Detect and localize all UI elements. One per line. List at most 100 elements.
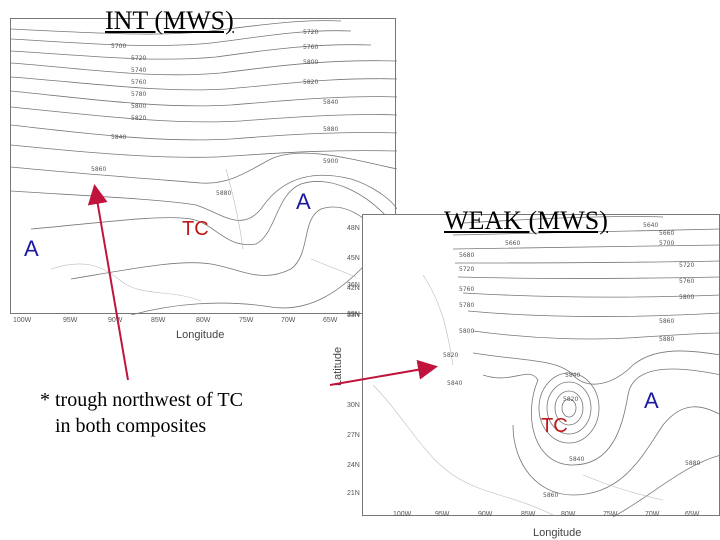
x-tick: 90W (478, 511, 493, 518)
contour-line (512, 406, 720, 496)
int-tc-marker: TC (182, 218, 209, 240)
annotation-line-1: * trough northwest of TC (40, 389, 243, 411)
svg-text:5880: 5880 (659, 336, 674, 343)
contour-line (11, 144, 397, 158)
x-tick: 75W (603, 511, 618, 518)
weak-y-axis-label: Latitude (332, 346, 344, 386)
x-tick: 85W (521, 511, 536, 518)
x-tick: 75W (239, 317, 254, 324)
contour-line (457, 276, 720, 279)
svg-text:5840: 5840 (323, 99, 338, 106)
x-tick: 80W (561, 511, 576, 518)
svg-text:5820: 5820 (131, 115, 146, 122)
svg-text:5900: 5900 (323, 158, 338, 165)
contour-line (11, 20, 342, 35)
x-tick: 95W (435, 511, 450, 518)
contour-line (11, 60, 397, 76)
weak-composite-map: 5660 5680 5720 5760 5780 5800 5820 5840 … (362, 214, 720, 518)
coastline (310, 258, 357, 278)
x-tick: 65W (685, 511, 700, 518)
int-contour-field: 5700 5720 5740 5760 5780 5800 5820 5840 … (11, 20, 397, 315)
annotation-note: * trough northwest of TC in both composi… (40, 387, 243, 439)
x-tick: 70W (281, 317, 296, 324)
contour-line (11, 90, 397, 107)
weak-anticyclone-marker: A (644, 388, 659, 413)
contour-line (561, 398, 577, 418)
annotation-line-2: in both composites (55, 415, 207, 437)
contour-line (472, 330, 720, 340)
x-tick: 100W (393, 511, 412, 518)
contour-line (482, 368, 720, 466)
contour-line (30, 181, 397, 246)
svg-text:5800: 5800 (303, 59, 318, 66)
contour-line (11, 174, 397, 221)
contour-line (11, 152, 397, 184)
contour-line (538, 372, 600, 444)
svg-text:5760: 5760 (131, 79, 146, 86)
svg-text:5760: 5760 (303, 44, 318, 51)
contour-line (472, 350, 720, 385)
y-tick: 48N (347, 225, 360, 232)
svg-text:5660: 5660 (659, 230, 674, 237)
svg-text:5860: 5860 (543, 492, 558, 499)
coastline (582, 474, 664, 501)
y-tick: 30N (347, 402, 360, 409)
svg-text:5680: 5680 (459, 252, 474, 259)
svg-text:5660: 5660 (505, 240, 520, 247)
svg-text:5640: 5640 (643, 222, 658, 229)
svg-text:5700: 5700 (111, 43, 126, 50)
svg-text:5840: 5840 (569, 456, 584, 463)
svg-text:5840: 5840 (565, 372, 580, 379)
int-x-axis-label: Longitude (176, 329, 225, 341)
contour-line (452, 228, 720, 236)
contour-line (546, 381, 592, 435)
contour-line (612, 454, 720, 517)
weak-contour-field: 5660 5680 5720 5760 5780 5800 5820 5840 … (372, 216, 720, 517)
svg-text:5880: 5880 (323, 126, 338, 133)
svg-text:5780: 5780 (459, 302, 474, 309)
x-tick: 80W (196, 317, 211, 324)
y-tick: 21N (347, 490, 360, 497)
svg-text:5780: 5780 (131, 91, 146, 98)
svg-text:5820: 5820 (303, 79, 318, 86)
svg-text:5760: 5760 (679, 278, 694, 285)
x-tick: 85W (151, 317, 166, 324)
contour-line (554, 390, 584, 426)
svg-text:5860: 5860 (91, 166, 106, 173)
contour-line (467, 310, 720, 318)
coastline (372, 384, 554, 516)
svg-text:5720: 5720 (679, 262, 694, 269)
svg-text:5880: 5880 (685, 460, 700, 467)
y-tick: 36N (347, 282, 360, 289)
contour-line (11, 76, 397, 91)
y-tick: 27N (347, 432, 360, 439)
contour-line (452, 244, 720, 250)
weak-x-axis-label: Longitude (533, 527, 582, 539)
int-composite-map: 5700 5720 5740 5760 5780 5800 5820 5840 … (10, 18, 397, 324)
svg-text:5760: 5760 (459, 286, 474, 293)
svg-text:5860: 5860 (659, 318, 674, 325)
svg-text:5820: 5820 (443, 352, 458, 359)
x-tick: 100W (13, 317, 32, 324)
int-panel-title: INT (MWS) (105, 6, 234, 35)
x-tick: 95W (63, 317, 78, 324)
svg-text:5720: 5720 (303, 29, 318, 36)
svg-text:5800: 5800 (131, 103, 146, 110)
contour-line (11, 44, 372, 60)
contour-line (462, 216, 664, 224)
svg-text:5740: 5740 (131, 67, 146, 74)
svg-text:5800: 5800 (459, 328, 474, 335)
svg-text:5840: 5840 (111, 134, 126, 141)
y-tick: 39N (347, 311, 360, 318)
int-anticyclone-left-marker: A (24, 236, 39, 261)
y-tick: 33N (347, 312, 360, 319)
svg-text:5720: 5720 (459, 266, 474, 273)
y-tick: 45N (347, 255, 360, 262)
weak-tc-marker: TC (541, 415, 568, 437)
svg-text:5840: 5840 (447, 380, 462, 387)
svg-text:5800: 5800 (679, 294, 694, 301)
contour-line (462, 292, 720, 298)
x-tick: 90W (108, 317, 123, 324)
x-tick: 70W (645, 511, 660, 518)
svg-text:5720: 5720 (131, 55, 146, 62)
